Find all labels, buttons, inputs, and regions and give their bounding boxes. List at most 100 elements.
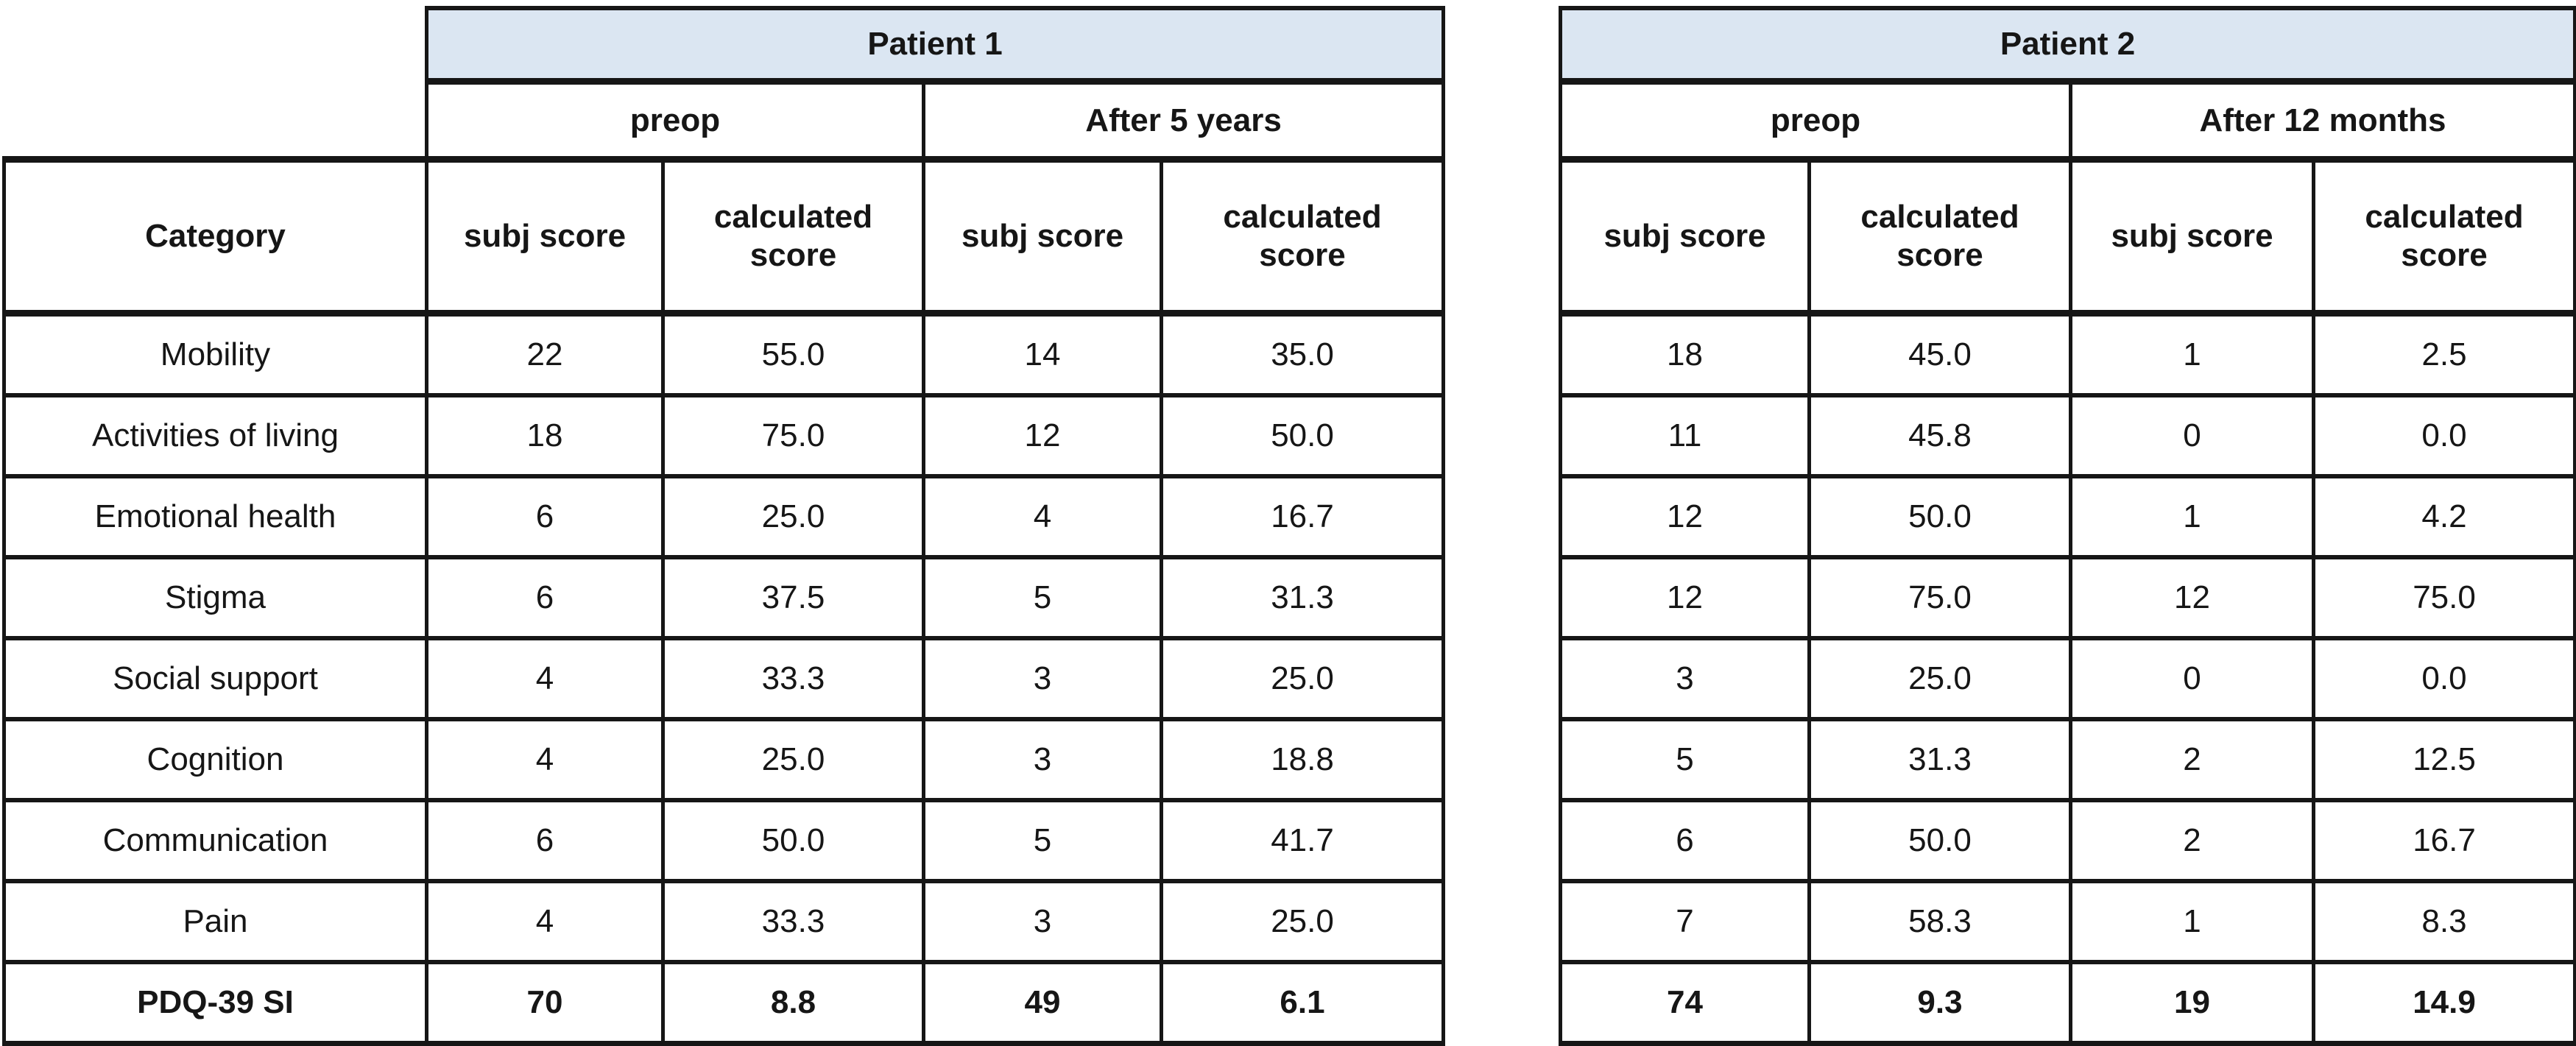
table-row: Pain 4 33.3 3 25.0 (2, 879, 1446, 964)
table-row: Cognition 4 25.0 3 18.8 (2, 717, 1446, 802)
score-cell: 33.3 (661, 879, 925, 964)
score-cell: 58.3 (1807, 879, 2072, 964)
row-category-label: Emotional health (2, 474, 428, 559)
score-cell: 12 (2069, 555, 2315, 640)
score-cell: 14 (922, 311, 1163, 397)
score-cell: 74 (1559, 960, 1811, 1046)
score-cell: 4 (425, 636, 665, 721)
row-category-label: Communication (2, 798, 428, 883)
score-cell: 41.7 (1159, 798, 1446, 883)
score-cell: 5 (922, 555, 1163, 640)
score-cell: 18 (425, 393, 665, 478)
patient2-preop-header: preop (1559, 79, 2072, 163)
score-cell: 75.0 (1807, 555, 2072, 640)
table-row: 18 45.0 1 2.5 (1559, 311, 2576, 397)
patient2-followup-header: After 12 months (2068, 79, 2576, 163)
score-cell: 6.1 (1159, 960, 1446, 1046)
score-cell: 1 (2069, 311, 2315, 397)
score-cell: 25.0 (1159, 636, 1446, 721)
score-cell: 16.7 (1159, 474, 1446, 559)
score-cell: 11 (1559, 393, 1811, 478)
score-cell: 75.0 (2311, 555, 2576, 640)
score-cell: 5 (1559, 717, 1811, 802)
score-cell: 5 (922, 798, 1163, 883)
calculated-score-header: calculated score (1159, 156, 1446, 317)
summary-row: 74 9.3 19 14.9 (1559, 960, 2576, 1046)
score-cell: 4 (425, 879, 665, 964)
score-cell: 25.0 (661, 474, 925, 559)
score-cell: 75.0 (661, 393, 925, 478)
row-category-label: Mobility (2, 311, 428, 397)
score-cell: 22 (425, 311, 665, 397)
table-row: 7 58.3 1 8.3 (1559, 879, 2576, 964)
row-category-label: Pain (2, 879, 428, 964)
score-cell: 12 (1559, 555, 1811, 640)
score-cell: 8.3 (2311, 879, 2576, 964)
table-row: 11 45.8 0 0.0 (1559, 393, 2576, 478)
score-cell: 12 (1559, 474, 1811, 559)
category-column-header: Category (2, 156, 428, 317)
score-cell: 4.2 (2311, 474, 2576, 559)
patient2-title: Patient 2 (1558, 6, 2576, 85)
subj-score-header: subj score (922, 156, 1163, 317)
score-cell: 45.8 (1807, 393, 2072, 478)
calculated-score-header: calculated score (661, 156, 925, 317)
score-cell: 2 (2069, 798, 2315, 883)
score-cell: 35.0 (1159, 311, 1446, 397)
table-row: 6 50.0 2 16.7 (1559, 798, 2576, 883)
row-category-label: Stigma (2, 555, 428, 640)
subj-score-header: subj score (2069, 156, 2315, 317)
score-cell: 3 (922, 879, 1163, 964)
score-cell: 12 (922, 393, 1163, 478)
score-cell: 16.7 (2311, 798, 2576, 883)
summary-row: PDQ-39 SI 70 8.8 49 6.1 (2, 960, 1446, 1046)
pdq39-score-figure: Patient 1 preop After 5 years Category s… (2, 6, 2576, 1046)
empty-corner-cell (4, 8, 427, 82)
empty-corner-cell (4, 81, 427, 160)
calculated-score-header: calculated score (1807, 156, 2072, 317)
score-cell: 0.0 (2311, 636, 2576, 721)
patient1-followup-header: After 5 years (921, 79, 1446, 163)
score-cell: 45.0 (1807, 311, 2072, 397)
score-cell: 14.9 (2311, 960, 2576, 1046)
score-cell: 0.0 (2311, 393, 2576, 478)
table-row: 5 31.3 2 12.5 (1559, 717, 2576, 802)
score-cell: 18.8 (1159, 717, 1446, 802)
patient2-table: Patient 2 preop After 12 months subj sco… (1558, 6, 2576, 1046)
calculated-score-header: calculated score (2311, 156, 2576, 317)
score-cell: 33.3 (661, 636, 925, 721)
row-category-label: Cognition (2, 717, 428, 802)
score-cell: 12.5 (2311, 717, 2576, 802)
score-cell: 19 (2069, 960, 2315, 1046)
score-cell: 4 (425, 717, 665, 802)
row-category-label: Social support (2, 636, 428, 721)
score-cell: 0 (2069, 636, 2315, 721)
score-cell: 3 (922, 636, 1163, 721)
score-cell: 0 (2069, 393, 2315, 478)
score-cell: 25.0 (661, 717, 925, 802)
patient1-title: Patient 1 (424, 6, 1446, 85)
score-cell: 50.0 (1807, 474, 2072, 559)
score-cell: 8.8 (661, 960, 925, 1046)
table-row: 3 25.0 0 0.0 (1559, 636, 2576, 721)
row-category-label: Activities of living (2, 393, 428, 478)
score-cell: 50.0 (1807, 798, 2072, 883)
score-cell: 2.5 (2311, 311, 2576, 397)
score-cell: 6 (425, 555, 665, 640)
patient1-preop-header: preop (425, 79, 925, 163)
table-row: 12 75.0 12 75.0 (1559, 555, 2576, 640)
score-cell: 55.0 (661, 311, 925, 397)
table-row: Communication 6 50.0 5 41.7 (2, 798, 1446, 883)
score-cell: 31.3 (1807, 717, 2072, 802)
patient1-table: Patient 1 preop After 5 years Category s… (2, 6, 1446, 1046)
score-cell: 6 (425, 474, 665, 559)
score-cell: 7 (1559, 879, 1811, 964)
score-cell: 70 (425, 960, 665, 1046)
score-cell: 2 (2069, 717, 2315, 802)
row-category-label: PDQ-39 SI (2, 960, 428, 1046)
subj-score-header: subj score (1559, 156, 1811, 317)
table-row: Stigma 6 37.5 5 31.3 (2, 555, 1446, 640)
table-row: Mobility 22 55.0 14 35.0 (2, 311, 1446, 397)
score-cell: 18 (1559, 311, 1811, 397)
score-cell: 1 (2069, 879, 2315, 964)
